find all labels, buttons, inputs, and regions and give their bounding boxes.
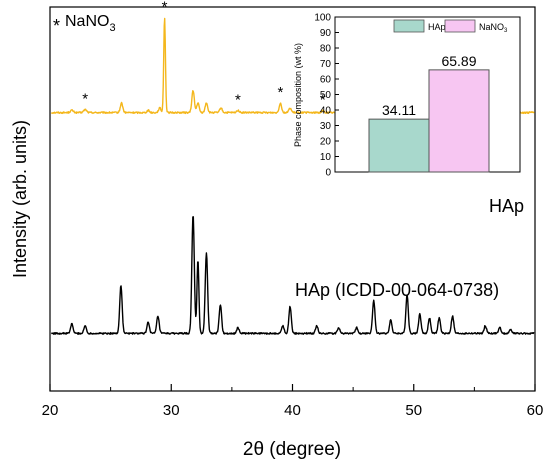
phase-asterisk: * (277, 84, 283, 101)
inset-bar-1 (428, 69, 490, 173)
legend-text: NaNO3 (65, 13, 116, 34)
inset-bar-chart: 0 10 20 30 40 50 60 70 80 90 100 34.11 65.89 HAp NaN… (293, 13, 521, 179)
x-tick-label: 60 (527, 402, 544, 419)
x-axis-unit: (degree) (269, 439, 341, 460)
inset-legend-swatch-1 (444, 19, 476, 33)
legend-marker: * (53, 16, 60, 36)
inset-y-axis-label: Phase composition (wt %) (293, 43, 303, 147)
series-line-1 (50, 216, 535, 335)
inset-y-ticks: 0 10 20 30 40 50 60 70 80 90 100 (314, 13, 339, 179)
inset-legend-label-0: HAp (428, 22, 446, 32)
nano3-legend: * NaNO3 (53, 13, 116, 36)
main-y-axis-label: Intensity (arb. units) (10, 120, 30, 278)
x-tick-label: 30 (163, 402, 180, 419)
inset-y-tick-label: 90 (320, 28, 332, 39)
series-label-icdd: HAp (ICDD-00-064-0738) (295, 280, 499, 300)
inset-legend: HAp NaNO3 (393, 19, 508, 34)
inset-y-tick-label: 30 (320, 121, 332, 132)
inset-y-tick-label: 50 (320, 90, 332, 101)
phase-asterisk: * (320, 92, 326, 109)
inset-bar-value-label: 34.11 (382, 102, 416, 118)
main-x-axis-label: 2θ (degree) (243, 439, 341, 460)
inset-legend-swatch-0 (393, 19, 425, 33)
inset-y-tick-label: 100 (314, 13, 331, 24)
main-x-ticks: 20 30 40 50 60 (42, 384, 544, 419)
series-label-hap: HAp (489, 196, 524, 216)
inset-legend-label-1: NaNO3 (479, 22, 508, 34)
inset-y-tick-label: 60 (320, 75, 332, 86)
x-tick-label: 50 (405, 402, 422, 419)
inset-y-tick-label: 40 (320, 106, 332, 117)
x-tick-label: 40 (284, 402, 301, 419)
x-axis-main: 2θ (243, 439, 264, 460)
phase-asterisk: * (162, 0, 168, 15)
inset-y-tick-label: 0 (325, 168, 331, 179)
phase-asterisk: * (82, 91, 88, 108)
x-tick-label: 20 (42, 402, 59, 419)
inset-y-tick-label: 20 (320, 137, 332, 148)
phase-asterisk: * (235, 91, 241, 108)
inset-y-tick-label: 80 (320, 44, 332, 55)
inset-y-tick-label: 70 (320, 59, 332, 70)
inset-bar-0 (368, 118, 430, 173)
inset-bars: 34.11 65.89 (368, 53, 490, 173)
inset-y-tick-label: 10 (320, 152, 332, 163)
inset-bar-value-label: 65.89 (441, 53, 476, 69)
